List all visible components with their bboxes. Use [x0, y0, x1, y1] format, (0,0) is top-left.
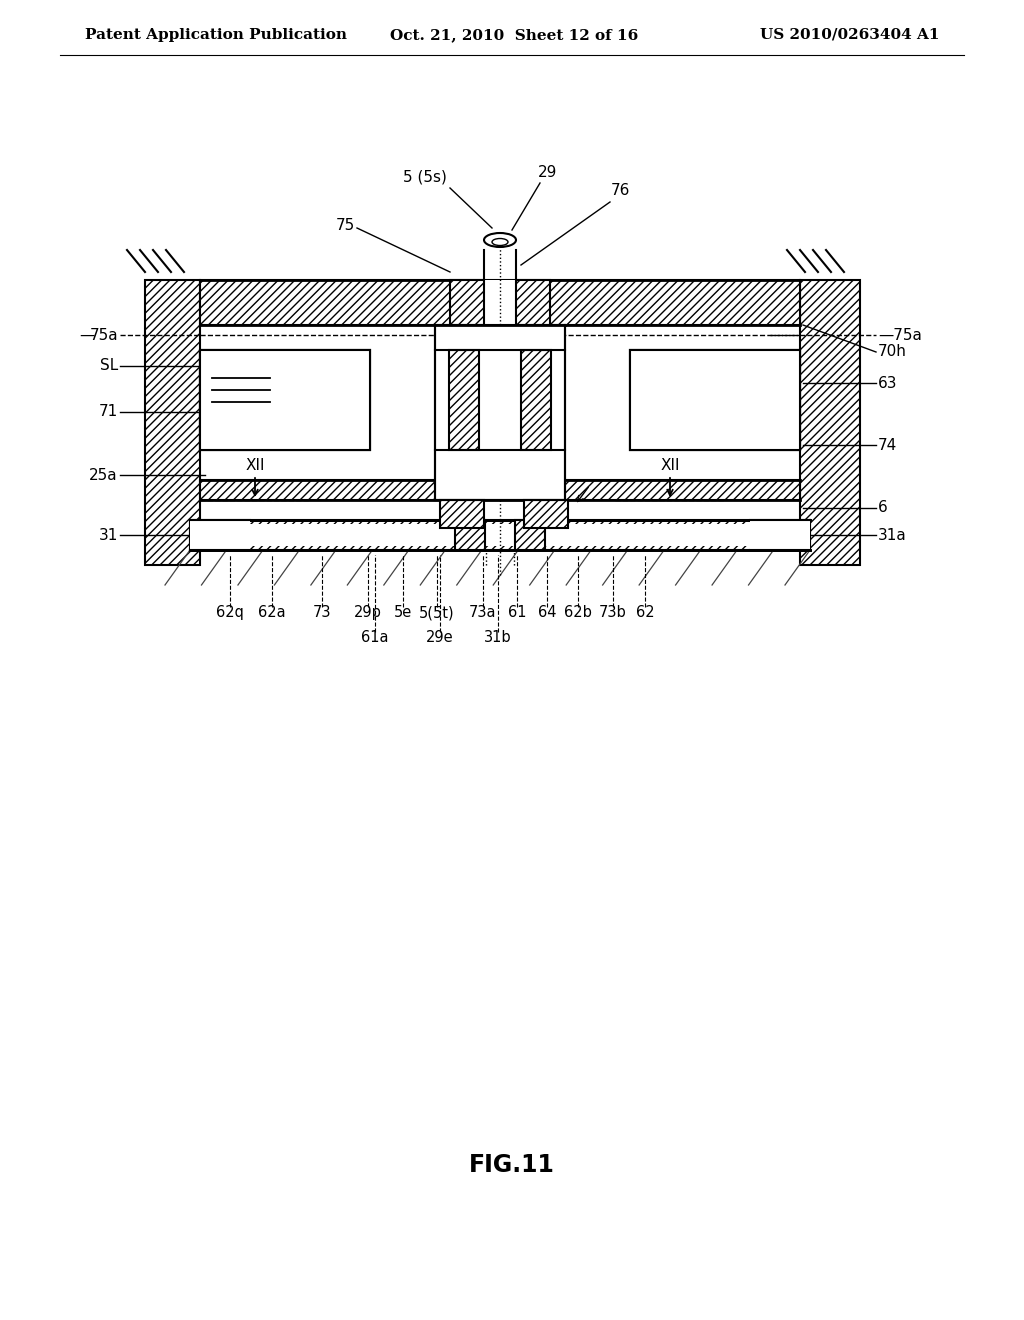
- Text: 5 (5s): 5 (5s): [403, 170, 446, 185]
- Text: XII: XII: [660, 458, 680, 473]
- Text: —75a: —75a: [878, 327, 922, 342]
- Bar: [435, 480, 565, 500]
- Text: 31a: 31a: [878, 528, 906, 543]
- Bar: [200, 350, 370, 450]
- Text: 62q: 62q: [216, 605, 244, 620]
- Text: 62a: 62a: [258, 605, 286, 620]
- Text: US 2010/0263404 A1: US 2010/0263404 A1: [761, 28, 940, 42]
- Bar: [200, 350, 370, 450]
- Bar: [435, 325, 565, 500]
- Text: XII: XII: [246, 458, 265, 473]
- Bar: [521, 350, 551, 450]
- Bar: [190, 520, 250, 550]
- Text: 25a: 25a: [89, 467, 118, 483]
- Text: 62: 62: [636, 605, 654, 620]
- Bar: [750, 520, 810, 550]
- Text: 64: 64: [538, 605, 556, 620]
- Bar: [200, 280, 800, 325]
- Bar: [515, 520, 545, 550]
- Bar: [516, 280, 550, 325]
- Bar: [524, 500, 568, 528]
- Text: 75: 75: [336, 218, 354, 232]
- Text: 73: 73: [312, 605, 331, 620]
- Text: 5(5t): 5(5t): [419, 605, 455, 620]
- Bar: [630, 350, 800, 450]
- Text: SL: SL: [99, 359, 118, 374]
- Bar: [195, 524, 805, 546]
- Bar: [190, 520, 810, 550]
- Ellipse shape: [484, 234, 516, 247]
- Text: 63: 63: [878, 375, 897, 391]
- Bar: [200, 350, 370, 450]
- Text: 70h: 70h: [878, 345, 907, 359]
- Bar: [449, 350, 479, 450]
- Ellipse shape: [492, 239, 508, 246]
- Bar: [202, 352, 368, 447]
- Text: 74: 74: [878, 437, 897, 453]
- Text: 76: 76: [610, 183, 630, 198]
- Bar: [455, 520, 485, 550]
- Bar: [630, 350, 800, 450]
- Text: 73b: 73b: [599, 605, 627, 620]
- Text: 29e: 29e: [426, 630, 454, 645]
- Text: 61: 61: [508, 605, 526, 620]
- Bar: [450, 280, 550, 325]
- Text: 75a: 75a: [89, 327, 118, 342]
- Text: 31: 31: [98, 528, 118, 543]
- Text: 5e: 5e: [394, 605, 412, 620]
- Text: FIG.11: FIG.11: [469, 1152, 555, 1177]
- Text: 6: 6: [878, 500, 888, 516]
- Text: —: —: [80, 327, 95, 342]
- Text: 71: 71: [98, 404, 118, 420]
- Bar: [800, 280, 860, 565]
- Text: 62b: 62b: [564, 605, 592, 620]
- Bar: [145, 280, 200, 565]
- Text: 31b: 31b: [484, 630, 512, 645]
- Text: 29: 29: [539, 165, 558, 180]
- Text: Patent Application Publication: Patent Application Publication: [85, 28, 347, 42]
- Bar: [440, 500, 484, 528]
- Bar: [630, 350, 800, 450]
- Bar: [450, 280, 484, 325]
- Bar: [632, 352, 798, 447]
- Text: 73a: 73a: [469, 605, 497, 620]
- Text: 29p: 29p: [354, 605, 382, 620]
- Text: 61a: 61a: [361, 630, 389, 645]
- Bar: [200, 480, 800, 500]
- Text: Oct. 21, 2010  Sheet 12 of 16: Oct. 21, 2010 Sheet 12 of 16: [390, 28, 638, 42]
